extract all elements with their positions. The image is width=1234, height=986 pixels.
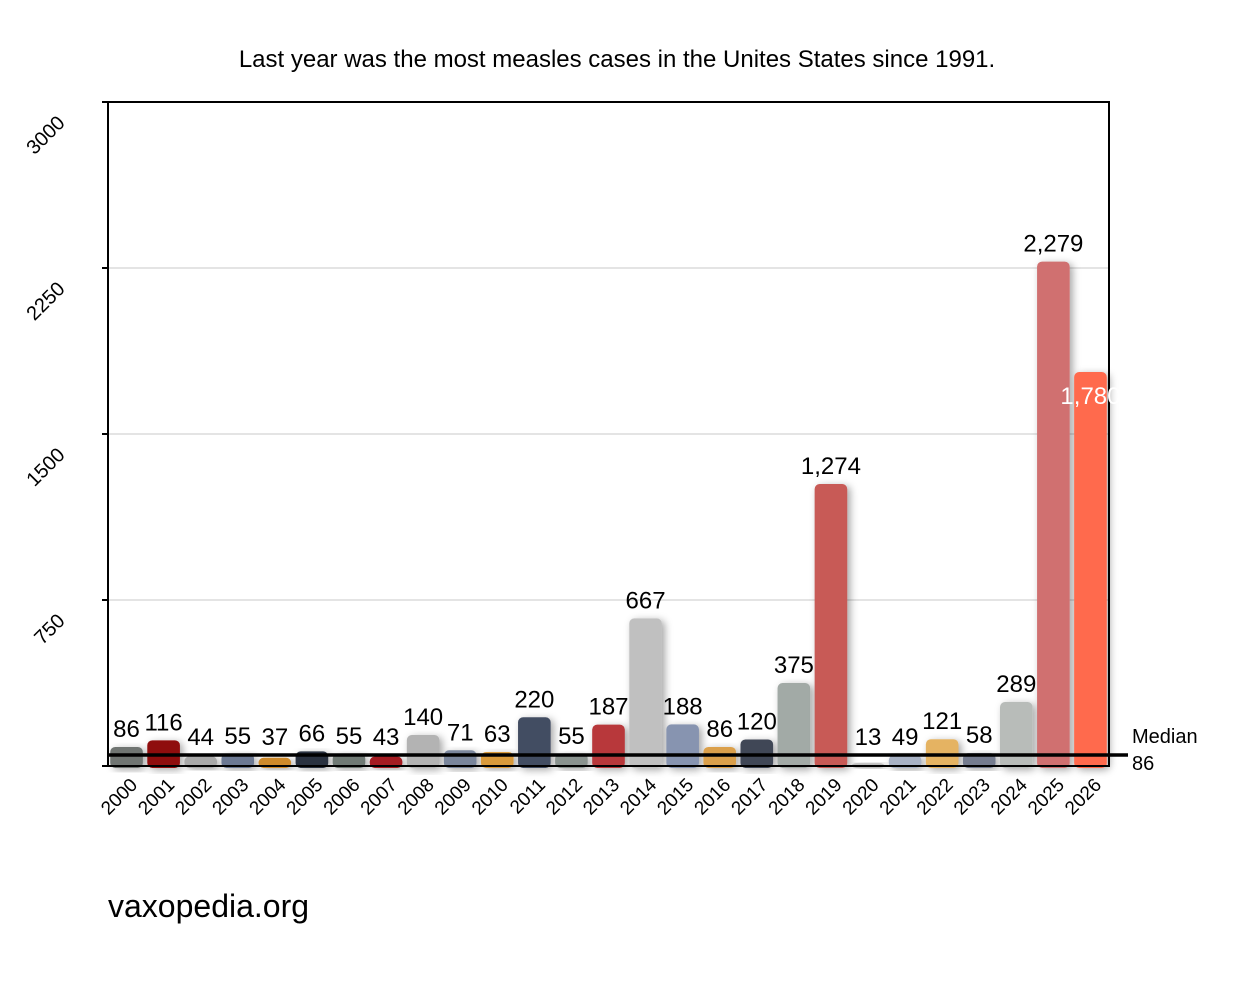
data-label-2009: 71 bbox=[447, 719, 474, 746]
bar-2013 bbox=[592, 724, 625, 768]
x-tick-label-2016: 2016 bbox=[691, 775, 736, 820]
x-tick-label-2014: 2014 bbox=[616, 774, 661, 819]
bar-2025 bbox=[1037, 261, 1070, 768]
y-axis-ticks: 3000 2250 1500 750 bbox=[23, 101, 108, 767]
x-tick-label-2002: 2002 bbox=[171, 775, 216, 820]
data-label-2018: 375 bbox=[774, 652, 814, 679]
x-tick-label-2003: 2003 bbox=[209, 775, 254, 820]
bar-2008 bbox=[406, 735, 440, 768]
data-label-2002: 44 bbox=[187, 724, 214, 751]
data-label-2023: 58 bbox=[966, 722, 993, 749]
bars bbox=[110, 261, 1107, 768]
x-tick-label-2000: 2000 bbox=[97, 775, 142, 820]
x-tick-label-2012: 2012 bbox=[542, 775, 587, 820]
chart-title: Last year was the most measles cases in … bbox=[238, 46, 996, 73]
bar-2012 bbox=[555, 753, 588, 768]
data-label-2015: 188 bbox=[663, 693, 703, 720]
data-label-2026: 1,780 bbox=[1060, 383, 1120, 410]
data-label-2019: 1,274 bbox=[801, 453, 861, 480]
x-tick-label-2004: 2004 bbox=[246, 774, 291, 819]
data-label-2008: 140 bbox=[403, 704, 443, 731]
data-label-2010: 63 bbox=[484, 721, 511, 748]
median-label-text: Median bbox=[1132, 726, 1198, 748]
data-label-2005: 66 bbox=[299, 720, 326, 747]
bar-2026 bbox=[1074, 372, 1107, 768]
x-tick-label-2001: 2001 bbox=[134, 775, 179, 820]
bar-2014 bbox=[629, 618, 662, 768]
data-label-2014: 667 bbox=[626, 587, 666, 614]
data-label-2004: 37 bbox=[261, 724, 288, 751]
data-label-2016: 86 bbox=[706, 716, 733, 743]
x-tick-label-2005: 2005 bbox=[283, 775, 328, 820]
bar-2006 bbox=[332, 753, 366, 768]
x-tick-label-2026: 2026 bbox=[1061, 775, 1106, 820]
data-label-2020: 13 bbox=[855, 724, 882, 751]
bar-2015 bbox=[666, 724, 699, 768]
bar-2000 bbox=[110, 746, 143, 768]
x-tick-label-2021: 2021 bbox=[876, 775, 921, 820]
data-label-2012: 55 bbox=[558, 723, 585, 750]
x-tick-label-2011: 2011 bbox=[506, 775, 550, 819]
x-tick-label-2008: 2008 bbox=[394, 775, 439, 820]
bar-2023 bbox=[962, 753, 996, 768]
x-tick-label-2007: 2007 bbox=[357, 775, 402, 820]
x-tick-label-2019: 2019 bbox=[802, 775, 847, 820]
bar-2011 bbox=[518, 717, 551, 768]
data-label-2017: 120 bbox=[737, 708, 777, 735]
median-value-text: 86 bbox=[1132, 753, 1155, 775]
x-tick-label-2009: 2009 bbox=[431, 775, 476, 820]
y-tick-label: 2250 bbox=[23, 278, 70, 325]
x-tick-label-2017: 2017 bbox=[728, 775, 773, 820]
data-label-2011: 220 bbox=[514, 686, 554, 713]
x-tick-label-2015: 2015 bbox=[653, 775, 698, 820]
data-label-2021: 49 bbox=[892, 724, 919, 751]
x-tick-label-2023: 2023 bbox=[950, 775, 995, 820]
x-tick-label-2022: 2022 bbox=[913, 775, 958, 820]
bar-2019 bbox=[814, 484, 848, 768]
bar-2016 bbox=[703, 746, 737, 768]
y-tick-label: 750 bbox=[30, 610, 69, 649]
bar-2003 bbox=[221, 753, 255, 768]
data-label-2001: 116 bbox=[144, 709, 182, 736]
x-axis-ticks: 2000200120022003200420052006200720082009… bbox=[97, 774, 1106, 819]
x-tick-label-2013: 2013 bbox=[579, 775, 624, 820]
x-tick-label-2018: 2018 bbox=[765, 775, 810, 820]
data-label-2006: 55 bbox=[336, 723, 363, 750]
x-tick-label-2010: 2010 bbox=[468, 775, 513, 820]
x-tick-label-2020: 2020 bbox=[839, 775, 884, 820]
y-tick-label: 1500 bbox=[23, 444, 70, 491]
data-label-2013: 187 bbox=[588, 694, 628, 721]
median-label: Median 86 bbox=[1132, 724, 1198, 778]
data-label-2007: 43 bbox=[373, 724, 400, 751]
y-tick-label: 3000 bbox=[23, 112, 70, 159]
data-label-2000: 86 bbox=[113, 716, 140, 743]
footer-brand: vaxopedia.org bbox=[108, 888, 310, 924]
x-tick-label-2006: 2006 bbox=[320, 775, 365, 820]
bar-2024 bbox=[1000, 702, 1033, 768]
bar-2018 bbox=[777, 683, 811, 768]
data-label-2024: 289 bbox=[996, 671, 1036, 698]
data-label-2025: 2,279 bbox=[1023, 231, 1083, 258]
x-tick-label-2024: 2024 bbox=[987, 774, 1032, 819]
bar-2021 bbox=[888, 755, 922, 768]
data-label-2022: 121 bbox=[922, 708, 962, 735]
data-label-2003: 55 bbox=[224, 723, 251, 750]
grid-lines bbox=[108, 267, 1109, 601]
x-tick-label-2025: 2025 bbox=[1024, 775, 1069, 820]
